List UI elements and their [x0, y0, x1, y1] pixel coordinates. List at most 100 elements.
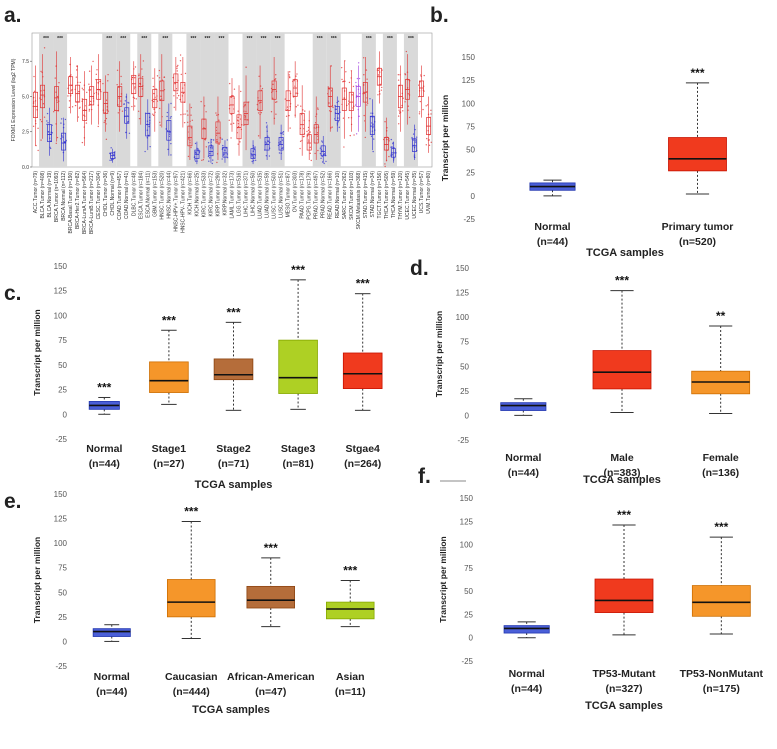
a-category-label: OV.Tumor (n=303) — [293, 171, 299, 213]
a-jitter-point — [237, 116, 239, 119]
a-jitter-point — [153, 92, 155, 95]
a-jitter-point — [239, 141, 241, 143]
a-jitter-point — [121, 110, 124, 112]
p4-ytick: 50 — [58, 588, 67, 597]
a-jitter-point — [187, 138, 190, 140]
a-jitter-point — [43, 47, 46, 49]
a-jitter-point — [353, 134, 355, 136]
a-category-label: LUSC.Normal (n=51) — [279, 171, 285, 218]
p2-ytick: -25 — [55, 435, 67, 444]
p2-category-n: (n=264) — [344, 458, 381, 470]
a-category-label: KIRP.Tumor (n=290) — [215, 171, 221, 217]
a-jitter-point — [230, 113, 232, 116]
p1-ytick: 25 — [466, 169, 475, 178]
a-jitter-point — [125, 131, 127, 134]
a-jitter-point — [53, 111, 55, 113]
a-jitter-point — [152, 100, 155, 103]
p4-ytick: 125 — [54, 515, 68, 524]
p2-xlabel: TCGA samples — [195, 479, 273, 491]
a-jitter-point — [139, 82, 141, 85]
a-jitter-point — [349, 134, 351, 137]
a-pair-shading — [361, 33, 376, 167]
a-jitter-point — [208, 157, 211, 159]
a-category-label: LUAD.Normal (n=59) — [265, 171, 271, 218]
a-jitter-point — [363, 92, 366, 95]
a-jitter-point — [275, 74, 277, 76]
p4-category-n: (n=11) — [335, 686, 366, 698]
a-category-label: TGCT.Tumor (n=156) — [377, 171, 383, 219]
a-jitter-point — [230, 96, 232, 99]
a-pair-shading — [102, 33, 117, 167]
a-jitter-point — [120, 100, 122, 102]
a-jitter-point — [377, 74, 380, 76]
panel-letter-c: c. — [4, 282, 22, 305]
a-jitter-point — [328, 102, 330, 104]
a-jitter-point — [230, 137, 232, 139]
a-jitter-point — [205, 146, 208, 148]
a-jitter-point — [134, 105, 136, 107]
a-pair-shading — [186, 33, 201, 167]
p3-category-n: (n=136) — [702, 467, 739, 479]
a-category-label: LGG.Tumor (n=516) — [237, 171, 243, 216]
a-pair-shading — [256, 33, 271, 167]
p4-ytick: 25 — [58, 613, 67, 622]
a-jitter-point — [41, 120, 43, 123]
p2-category-label: Stage3 — [281, 443, 316, 455]
a-jitter-point — [412, 139, 415, 141]
a-jitter-point — [293, 79, 295, 82]
a-jitter-point — [49, 147, 52, 150]
a-jitter-point — [32, 125, 35, 128]
a-jitter-point — [135, 98, 137, 100]
a-box — [82, 98, 88, 121]
a-box — [313, 124, 319, 144]
a-jitter-point — [355, 81, 357, 84]
a-jitter-point — [304, 110, 306, 112]
a-jitter-point — [221, 158, 223, 160]
a-jitter-point — [107, 73, 109, 76]
panel-letter-e: e. — [4, 490, 22, 513]
p2-category-label: Stage1 — [152, 443, 187, 455]
a-jitter-point — [307, 134, 309, 136]
p2-box — [149, 361, 189, 393]
a-jitter-point — [123, 103, 125, 105]
a-significance: *** — [57, 36, 63, 42]
a-jitter-point — [321, 141, 324, 143]
a-jitter-point — [163, 76, 166, 78]
p1-xlabel: TCGA samples — [586, 247, 664, 259]
a-jitter-point — [113, 154, 115, 156]
a-jitter-point — [102, 82, 104, 85]
a-category-label: CHOL.Normal (n=9) — [110, 171, 116, 216]
a-jitter-point — [99, 80, 101, 83]
a-category-label: DLBC.Tumor (n=48) — [131, 171, 137, 216]
a-jitter-point — [33, 90, 36, 93]
p3-ytick: 25 — [460, 387, 469, 396]
p2-ytick: 50 — [58, 361, 67, 370]
p2-ytick: 75 — [58, 336, 67, 345]
a-jitter-point — [272, 97, 274, 99]
a-jitter-point — [177, 64, 179, 67]
a-jitter-point — [274, 78, 276, 81]
a-jitter-point — [43, 116, 46, 118]
a-jitter-point — [177, 94, 180, 97]
a-jitter-point — [159, 124, 161, 126]
a-category-label: BLCA.Tumor (n=408) — [40, 171, 46, 219]
a-jitter-point — [105, 117, 108, 120]
panel-letter-b: b. — [430, 4, 449, 27]
a-jitter-point — [211, 162, 213, 165]
a-jitter-point — [330, 110, 332, 113]
a-jitter-point — [141, 68, 143, 70]
a-box — [299, 113, 305, 135]
a-jitter-point — [96, 69, 98, 71]
p5-ytick: -25 — [461, 657, 473, 666]
a-jitter-point — [216, 139, 218, 141]
panel-letter-d: d. — [410, 257, 429, 280]
a-jitter-point — [186, 110, 188, 112]
p5-ytick: 150 — [460, 494, 474, 503]
a-jitter-point — [397, 74, 400, 76]
a-jitter-point — [388, 155, 390, 158]
a-significance: *** — [408, 36, 414, 42]
a-jitter-point — [110, 159, 113, 161]
a-significance: *** — [106, 36, 112, 42]
a-category-label: UVM.Tumor (n=80) — [426, 171, 432, 214]
a-jitter-point — [415, 136, 418, 138]
